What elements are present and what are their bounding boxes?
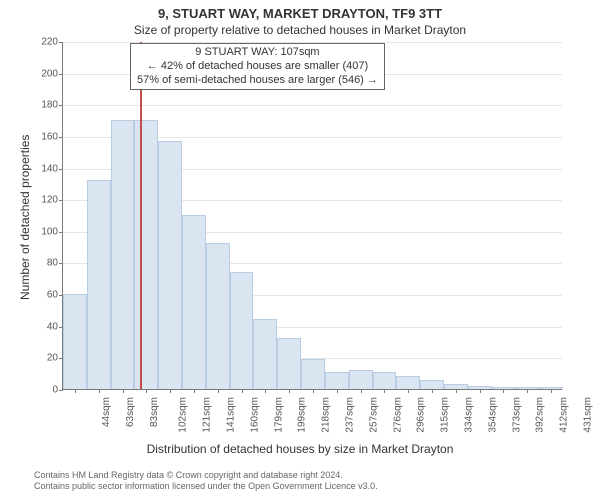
ytick-label: 160 [30,131,58,142]
xtick-mark [75,389,76,393]
histogram-bar [230,272,254,389]
ytick-mark [59,105,63,106]
xtick-mark [242,389,243,393]
x-axis-caption: Distribution of detached houses by size … [0,442,600,456]
chart-subtitle: Size of property relative to detached ho… [0,23,600,37]
xtick-mark [480,389,481,393]
xtick-label: 160sqm [249,397,260,433]
gridline-h [63,105,562,106]
ytick-label: 0 [30,385,58,396]
xtick-mark [408,389,409,393]
xtick-label: 334sqm [464,397,475,433]
xtick-mark [289,389,290,393]
info-box-line: ← 42% of detached houses are smaller (40… [137,60,378,74]
xtick-label: 237sqm [345,397,356,433]
xtick-mark [503,389,504,393]
property-marker-line [140,42,142,389]
info-box-line: 9 STUART WAY: 107sqm [137,46,378,60]
histogram-bar [373,372,397,389]
xtick-label: 354sqm [487,397,498,433]
y-axis-label: Number of detached properties [18,134,32,299]
plot-area [62,42,562,390]
xtick-label: 257sqm [368,397,379,433]
xtick-label: 315sqm [440,397,451,433]
ytick-mark [59,42,63,43]
attribution-line: Contains HM Land Registry data © Crown c… [34,470,378,481]
info-box: 9 STUART WAY: 107sqm← 42% of detached ho… [130,43,385,90]
xtick-label: 44sqm [101,397,112,427]
xtick-mark [432,389,433,393]
histogram-bar [349,370,373,389]
ytick-label: 140 [30,163,58,174]
xtick-mark [99,389,100,393]
ytick-label: 120 [30,195,58,206]
xtick-label: 431sqm [583,397,594,433]
xtick-mark [313,389,314,393]
ytick-mark [59,390,63,391]
xtick-mark [218,389,219,393]
xtick-mark [551,389,552,393]
ytick-mark [59,200,63,201]
ytick-label: 220 [30,37,58,48]
histogram-bar [158,141,182,389]
xtick-label: 412sqm [559,397,570,433]
attribution-line: Contains public sector information licen… [34,481,378,492]
histogram-bar [63,294,87,389]
xtick-mark [265,389,266,393]
ytick-mark [59,263,63,264]
xtick-label: 373sqm [511,397,522,433]
xtick-label: 121sqm [202,397,213,433]
ytick-label: 60 [30,290,58,301]
ytick-label: 180 [30,100,58,111]
chart-title: 9, STUART WAY, MARKET DRAYTON, TF9 3TT [0,6,600,21]
xtick-mark [527,389,528,393]
histogram-bar [206,243,230,389]
histogram-bar [325,372,349,389]
xtick-mark [170,389,171,393]
xtick-label: 63sqm [125,397,136,427]
histogram-bar [182,215,206,389]
xtick-label: 296sqm [416,397,427,433]
xtick-label: 218sqm [321,397,332,433]
histogram-bar [420,380,444,389]
xtick-label: 392sqm [535,397,546,433]
ytick-label: 80 [30,258,58,269]
attribution: Contains HM Land Registry data © Crown c… [34,470,378,493]
ytick-mark [59,232,63,233]
histogram-bar [134,120,158,389]
xtick-mark [123,389,124,393]
xtick-label: 276sqm [392,397,403,433]
ytick-mark [59,169,63,170]
xtick-mark [337,389,338,393]
histogram-bar [111,120,135,389]
histogram-bar [301,359,325,389]
histogram-bar [277,338,301,389]
xtick-label: 179sqm [273,397,284,433]
xtick-mark [384,389,385,393]
xtick-mark [361,389,362,393]
histogram-bar [396,376,420,389]
xtick-mark [194,389,195,393]
xtick-label: 141sqm [226,397,237,433]
histogram-bar [87,180,111,389]
ytick-label: 200 [30,68,58,79]
ytick-label: 20 [30,353,58,364]
ytick-label: 40 [30,321,58,332]
histogram-bar [253,319,277,389]
xtick-label: 199sqm [297,397,308,433]
xtick-label: 102sqm [178,397,189,433]
ytick-label: 100 [30,226,58,237]
xtick-label: 83sqm [149,397,160,427]
xtick-mark [146,389,147,393]
ytick-mark [59,74,63,75]
info-box-line: 57% of semi-detached houses are larger (… [137,74,378,88]
ytick-mark [59,137,63,138]
xtick-mark [456,389,457,393]
